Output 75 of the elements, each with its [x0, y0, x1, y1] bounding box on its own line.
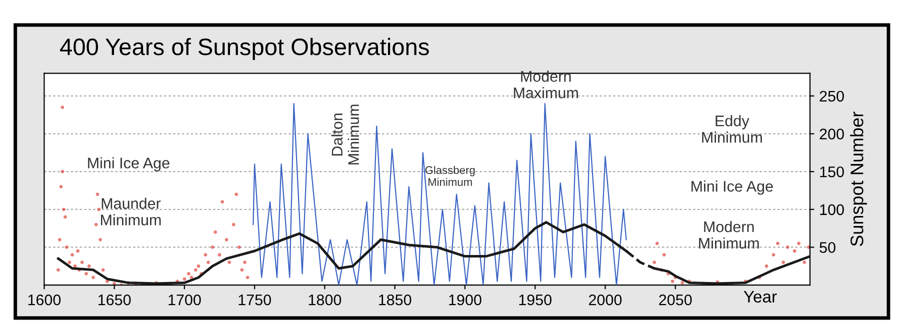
- x-tick-label: 1950: [519, 294, 552, 306]
- point: [764, 264, 768, 268]
- y-tick-label: 250: [820, 90, 844, 102]
- point: [243, 260, 246, 264]
- line-series: [252, 102, 627, 286]
- point: [776, 242, 780, 246]
- x-tick-label: 2000: [589, 294, 622, 306]
- annotation: Glassberg Minimum: [425, 166, 475, 186]
- x-tick-label: 1750: [238, 294, 271, 306]
- x-tick-label: 1850: [379, 294, 412, 306]
- point: [204, 253, 208, 256]
- point: [98, 238, 102, 242]
- point: [58, 238, 62, 242]
- point: [80, 260, 84, 264]
- point: [220, 200, 224, 204]
- point: [70, 253, 74, 256]
- point: [237, 246, 241, 249]
- x-tick-label: 2050: [659, 294, 692, 306]
- chart-title: 400 Years of Sunspot Observations: [60, 38, 429, 60]
- y-tick-label: 150: [820, 166, 844, 178]
- x-tick-label: 1800: [308, 294, 342, 306]
- point: [186, 272, 190, 276]
- point: [56, 268, 60, 272]
- point: [62, 208, 66, 212]
- annotation: Mini Ice Age: [88, 157, 170, 172]
- point: [84, 272, 88, 276]
- point: [101, 268, 105, 272]
- point: [196, 264, 200, 268]
- y-tick-label: 50: [820, 242, 836, 253]
- annotation: Modern Minimum: [699, 220, 759, 249]
- annotation: Maunder Minimum: [101, 198, 161, 226]
- point: [59, 185, 63, 188]
- y-tick-label: 100: [820, 204, 844, 216]
- y-tick-label: 200: [820, 128, 844, 140]
- point: [96, 192, 100, 196]
- x-tick-label: 1650: [98, 294, 131, 306]
- annotation: Mini Ice Age: [692, 180, 773, 195]
- point: [73, 264, 77, 268]
- point: [797, 242, 800, 246]
- point: [806, 246, 810, 249]
- point: [234, 192, 238, 196]
- point: [224, 238, 228, 242]
- point: [76, 249, 80, 253]
- point: [772, 253, 776, 256]
- point: [60, 106, 64, 109]
- point: [240, 268, 244, 272]
- point: [64, 215, 67, 219]
- point: [228, 260, 232, 264]
- point: [670, 280, 674, 283]
- x-tick-label: 1700: [168, 294, 201, 306]
- annotation: Eddy Minimum: [702, 115, 762, 143]
- x-tick-label: 1600: [28, 294, 61, 306]
- point: [92, 276, 95, 280]
- point: [64, 246, 68, 249]
- point: [680, 281, 684, 284]
- point: [87, 264, 91, 268]
- x-tick-label: 1900: [449, 294, 482, 306]
- point: [214, 230, 218, 234]
- x-axis-title: Year: [744, 290, 777, 303]
- point: [68, 260, 72, 264]
- point: [94, 222, 98, 226]
- point: [786, 246, 790, 249]
- point: [206, 260, 210, 264]
- point: [655, 242, 659, 246]
- point: [662, 253, 666, 256]
- y-axis-title: Sunspot Number: [850, 112, 867, 246]
- point: [782, 260, 786, 264]
- point: [60, 170, 64, 174]
- point: [652, 260, 656, 264]
- point: [97, 208, 101, 212]
- point: [218, 253, 222, 256]
- point: [210, 246, 214, 249]
- annotation: Dalton Minimum: [331, 104, 360, 164]
- point: [802, 260, 806, 264]
- point: [194, 268, 198, 272]
